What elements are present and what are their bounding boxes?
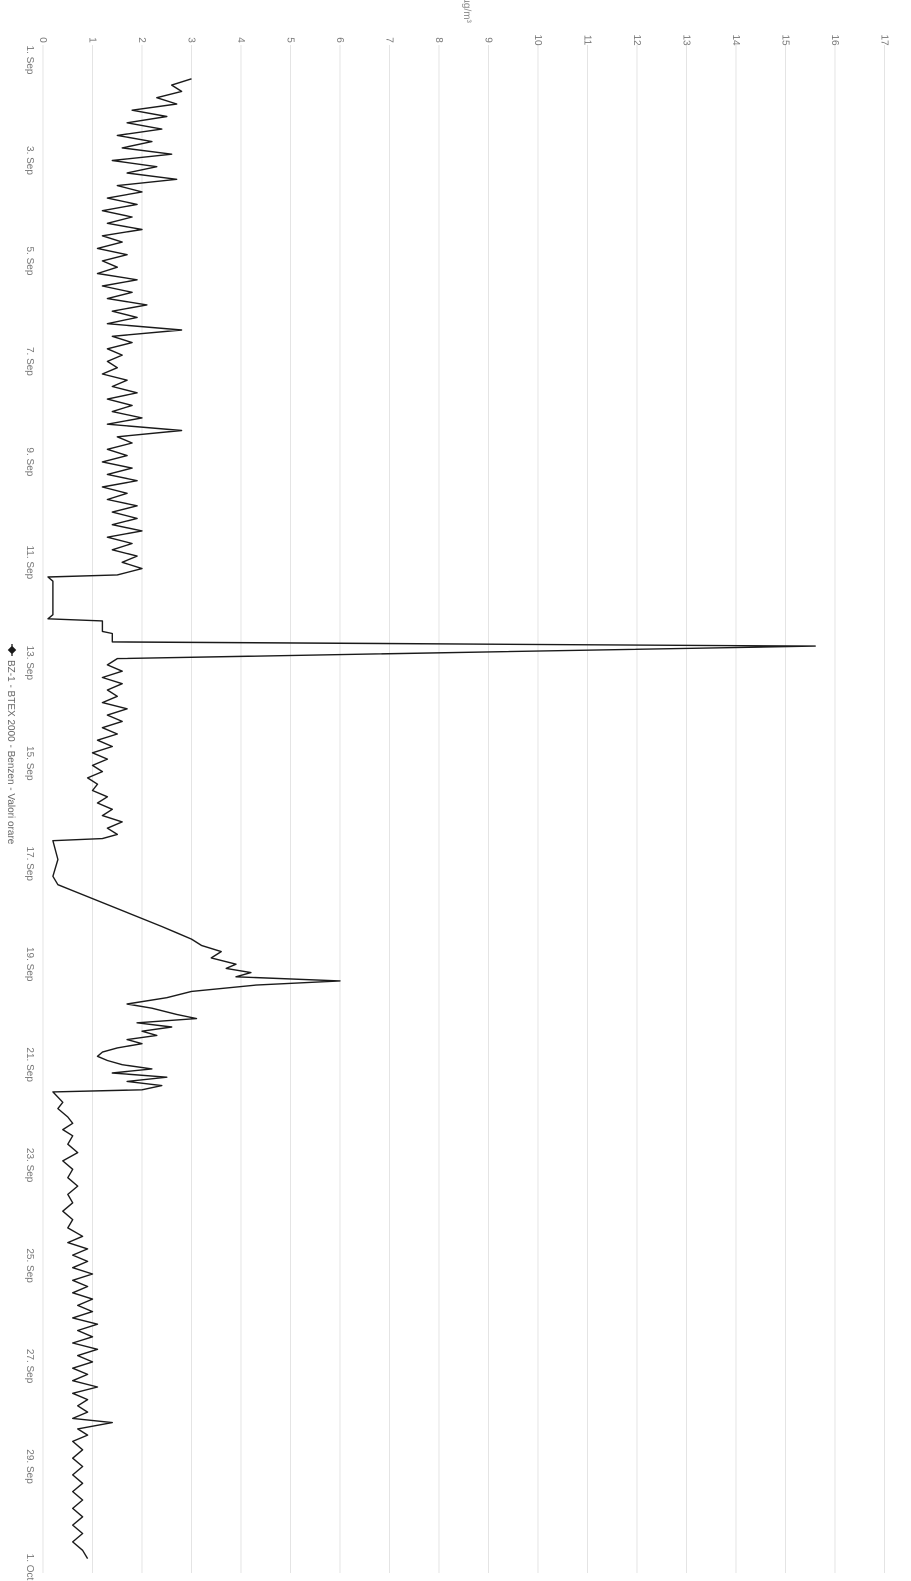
time-tick-label: 21. Sep	[24, 1047, 35, 1082]
time-tick-label: 15. Sep	[24, 746, 35, 781]
time-tick-label: 23. Sep	[24, 1148, 35, 1183]
unit-label: µg/m³	[461, 0, 472, 24]
grid-lines	[43, 45, 885, 1573]
time-tick-label: 7. Sep	[24, 347, 35, 376]
value-tick-label: 16	[829, 34, 840, 46]
value-tick-label: 0	[37, 37, 48, 43]
series-line-0-segment-0	[48, 79, 815, 1559]
series-layer	[48, 79, 815, 1559]
value-tick-label: 1	[87, 37, 98, 43]
value-tick-label: 8	[433, 37, 444, 43]
value-tick-label: 5	[285, 37, 296, 43]
time-tick-label: 9. Sep	[24, 447, 35, 476]
time-tick-label: 25. Sep	[24, 1248, 35, 1283]
time-tick-label: 27. Sep	[24, 1349, 35, 1384]
time-tick-label: 1. Sep	[24, 46, 35, 75]
time-tick-label: 17. Sep	[24, 846, 35, 881]
time-tick-label: 13. Sep	[24, 646, 35, 681]
time-tick-label: 1. Oct	[24, 1554, 35, 1581]
value-tick-label: 15	[780, 34, 791, 46]
time-tick-label: 19. Sep	[24, 947, 35, 982]
value-tick-label: 13	[681, 34, 692, 46]
time-tick-label: 11. Sep	[24, 545, 35, 579]
time-tick-label: 29. Sep	[24, 1449, 35, 1484]
time-tick-label: 5. Sep	[24, 246, 35, 275]
value-tick-label: 10	[532, 34, 543, 46]
time-axis-ticks: 1. Sep 3. Sep 5. Sep 7. Sep 9. Sep 11. Sep 13.…	[24, 46, 35, 1581]
value-tick-label: 4	[235, 37, 246, 43]
value-tick-label: 3	[186, 37, 197, 43]
value-axis-ticks: 0 1 2 3 4 5 6 7 8 9 10 11 12 13 14 15 16 17	[37, 34, 890, 46]
value-tick-label: 7	[384, 37, 395, 43]
legend-marker-icon	[8, 644, 16, 656]
value-tick-label: 17	[879, 34, 890, 46]
value-tick-label: 6	[334, 37, 345, 43]
time-tick-label: 3. Sep	[24, 146, 35, 175]
value-tick-label: 11	[582, 35, 593, 46]
value-tick-label: 12	[631, 34, 642, 46]
legend: BZ-1 - BTEX 2000 - Benzen - Valori orare	[5, 644, 16, 845]
value-tick-label: 14	[730, 34, 741, 46]
value-tick-label: 2	[136, 37, 147, 43]
value-tick-label: 9	[483, 37, 494, 43]
legend-series-name: BZ-1 - BTEX 2000 - Benzen - Valori orare	[5, 660, 16, 845]
